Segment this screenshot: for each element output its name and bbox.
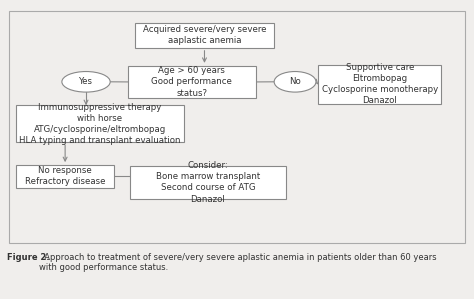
Ellipse shape <box>274 71 316 92</box>
Text: Immunosuppressive therapy
with horse
ATG/cyclosporine/eltrombopag
HLA typing and: Immunosuppressive therapy with horse ATG… <box>19 103 181 145</box>
Text: Approach to treatment of severe/very severe aplastic anemia in patients older th: Approach to treatment of severe/very sev… <box>39 253 437 272</box>
FancyBboxPatch shape <box>16 165 114 188</box>
FancyBboxPatch shape <box>135 23 274 48</box>
Text: Yes: Yes <box>79 77 93 86</box>
Text: Age > 60 years
Good performance
status?: Age > 60 years Good performance status? <box>151 66 232 97</box>
FancyBboxPatch shape <box>16 105 183 142</box>
Text: Supportive care
Eltrombopag
Cyclosporine monotherapy
Danazol: Supportive care Eltrombopag Cyclosporine… <box>322 63 438 106</box>
Text: No: No <box>289 77 301 86</box>
Text: Consider:
Bone marrow transplant
Second course of ATG
Danazol: Consider: Bone marrow transplant Second … <box>156 161 260 204</box>
FancyBboxPatch shape <box>130 166 286 199</box>
FancyBboxPatch shape <box>319 65 441 104</box>
Text: Acquired severe/very severe
aaplastic anemia: Acquired severe/very severe aaplastic an… <box>143 25 266 45</box>
Text: No response
Refractory disease: No response Refractory disease <box>25 166 105 187</box>
FancyBboxPatch shape <box>128 66 255 98</box>
Ellipse shape <box>62 71 110 92</box>
Text: Figure 2.: Figure 2. <box>7 253 50 262</box>
